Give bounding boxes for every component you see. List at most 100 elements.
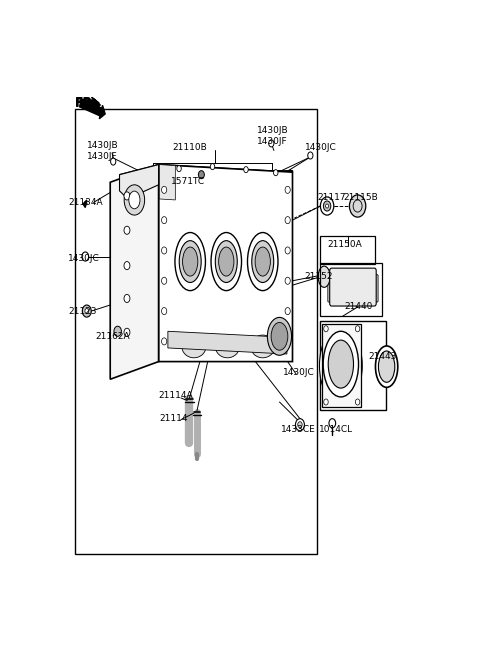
Text: 21110B: 21110B — [173, 143, 207, 152]
Circle shape — [177, 165, 181, 172]
Circle shape — [285, 247, 290, 254]
Ellipse shape — [267, 318, 291, 356]
Ellipse shape — [271, 323, 288, 350]
Circle shape — [162, 216, 167, 224]
FancyArrow shape — [80, 99, 105, 119]
Circle shape — [321, 197, 334, 215]
Circle shape — [285, 216, 290, 224]
Circle shape — [110, 158, 116, 165]
Ellipse shape — [124, 185, 144, 215]
Ellipse shape — [251, 335, 275, 358]
FancyBboxPatch shape — [328, 275, 335, 302]
Ellipse shape — [248, 232, 278, 291]
Circle shape — [274, 170, 278, 176]
Text: 21162A: 21162A — [96, 332, 130, 341]
Text: 1430JC: 1430JC — [68, 253, 100, 262]
Text: 21123: 21123 — [68, 306, 96, 316]
Polygon shape — [83, 200, 87, 207]
Circle shape — [162, 277, 167, 284]
Ellipse shape — [129, 191, 140, 209]
Text: 21152: 21152 — [305, 272, 333, 281]
Polygon shape — [168, 331, 287, 354]
Text: 1571TC: 1571TC — [171, 176, 205, 186]
Circle shape — [124, 226, 130, 234]
Text: 1430JB
1430JF: 1430JB 1430JF — [87, 141, 119, 161]
Bar — [321, 236, 375, 264]
Circle shape — [298, 422, 302, 428]
Circle shape — [198, 171, 204, 178]
Polygon shape — [120, 165, 292, 174]
Circle shape — [162, 247, 167, 254]
Circle shape — [162, 186, 167, 194]
Text: 21114: 21114 — [160, 414, 188, 423]
Text: 21150A: 21150A — [327, 240, 362, 249]
Circle shape — [83, 305, 91, 317]
Ellipse shape — [323, 331, 359, 397]
Text: 21115B: 21115B — [344, 194, 378, 203]
Circle shape — [296, 419, 304, 431]
Polygon shape — [83, 100, 100, 110]
Ellipse shape — [328, 340, 353, 388]
Ellipse shape — [179, 241, 201, 283]
Circle shape — [162, 338, 167, 345]
Ellipse shape — [219, 247, 234, 276]
Ellipse shape — [320, 327, 362, 405]
Circle shape — [325, 204, 329, 208]
Text: 1433CE: 1433CE — [281, 425, 316, 434]
Ellipse shape — [182, 335, 206, 358]
Polygon shape — [120, 165, 158, 200]
Circle shape — [355, 326, 360, 332]
Polygon shape — [158, 165, 292, 361]
Circle shape — [114, 326, 121, 337]
Circle shape — [82, 252, 89, 261]
Polygon shape — [322, 323, 361, 407]
Circle shape — [324, 201, 331, 211]
Circle shape — [349, 195, 366, 217]
Ellipse shape — [216, 241, 237, 283]
Text: 1430JC: 1430JC — [305, 143, 336, 152]
Text: 1430JC: 1430JC — [282, 368, 314, 377]
Ellipse shape — [211, 232, 241, 291]
Circle shape — [285, 277, 290, 284]
Ellipse shape — [318, 266, 330, 287]
Text: 21117: 21117 — [317, 194, 346, 203]
Ellipse shape — [216, 335, 240, 358]
Circle shape — [285, 308, 290, 315]
Circle shape — [85, 308, 89, 314]
Bar — [321, 263, 382, 316]
Circle shape — [124, 295, 130, 302]
Circle shape — [124, 328, 130, 337]
Polygon shape — [110, 165, 158, 379]
Circle shape — [308, 152, 313, 159]
Text: FR.: FR. — [75, 96, 98, 110]
Ellipse shape — [175, 232, 205, 291]
Polygon shape — [159, 165, 175, 200]
Ellipse shape — [255, 247, 270, 276]
Polygon shape — [81, 97, 99, 108]
Text: 21114A: 21114A — [158, 392, 193, 400]
Text: FR.: FR. — [75, 97, 98, 110]
Circle shape — [210, 163, 215, 170]
Ellipse shape — [375, 346, 398, 387]
Ellipse shape — [252, 241, 274, 283]
Circle shape — [324, 326, 328, 332]
Text: 21443: 21443 — [368, 352, 396, 361]
Circle shape — [285, 186, 290, 194]
Circle shape — [124, 262, 130, 270]
Circle shape — [124, 192, 130, 200]
Circle shape — [329, 419, 336, 428]
Text: 1014CL: 1014CL — [319, 425, 353, 434]
Text: 21440: 21440 — [345, 302, 373, 310]
Ellipse shape — [182, 247, 198, 276]
Text: 21134A: 21134A — [68, 198, 103, 207]
Bar — [75, 109, 317, 554]
Circle shape — [269, 140, 274, 147]
FancyBboxPatch shape — [371, 275, 378, 302]
Bar — [321, 321, 385, 409]
Circle shape — [162, 308, 167, 315]
Circle shape — [355, 399, 360, 405]
Circle shape — [244, 167, 248, 173]
Circle shape — [324, 399, 328, 405]
Text: 1430JB
1430JF: 1430JB 1430JF — [257, 126, 289, 146]
Ellipse shape — [378, 351, 395, 382]
